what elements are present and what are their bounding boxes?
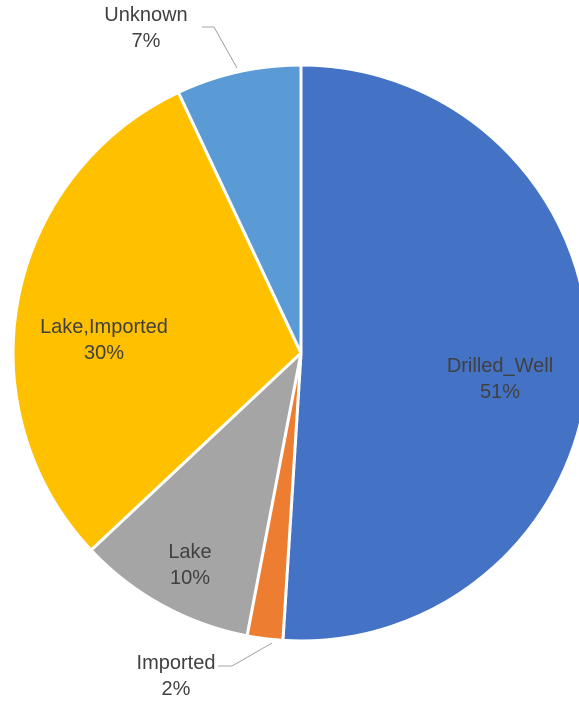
data-label-percent-lake: 10% [170, 567, 210, 589]
leader-lines-layer [202, 26, 273, 667]
data-labels-layer: Drilled_Well 51% Imported 2% Lake 10% Lake,Imp… [40, 4, 553, 700]
data-label-name-imported: Imported [137, 652, 216, 674]
data-label-name-lake: Lake [168, 541, 211, 563]
data-label-name-lake-imported: Lake,Imported [40, 316, 168, 338]
data-label-name-drilled-well: Drilled_Well [447, 355, 553, 377]
data-label-percent-imported: 2% [162, 678, 191, 700]
data-label-percent-drilled-well: 51% [480, 381, 520, 403]
pie-slice-drilled-well [281, 63, 579, 643]
pie-slice-lake-imported [11, 90, 303, 552]
data-label-name-unknown: Unknown [104, 4, 187, 26]
pie-slice-lake [89, 351, 303, 638]
data-label-percent-lake-imported: 30% [84, 342, 124, 364]
leader-line-imported [218, 642, 273, 667]
data-label-percent-unknown: 7% [132, 30, 161, 52]
slices-layer [11, 63, 579, 643]
leader-line-unknown [202, 26, 238, 69]
pie-slice-unknown [176, 63, 303, 355]
